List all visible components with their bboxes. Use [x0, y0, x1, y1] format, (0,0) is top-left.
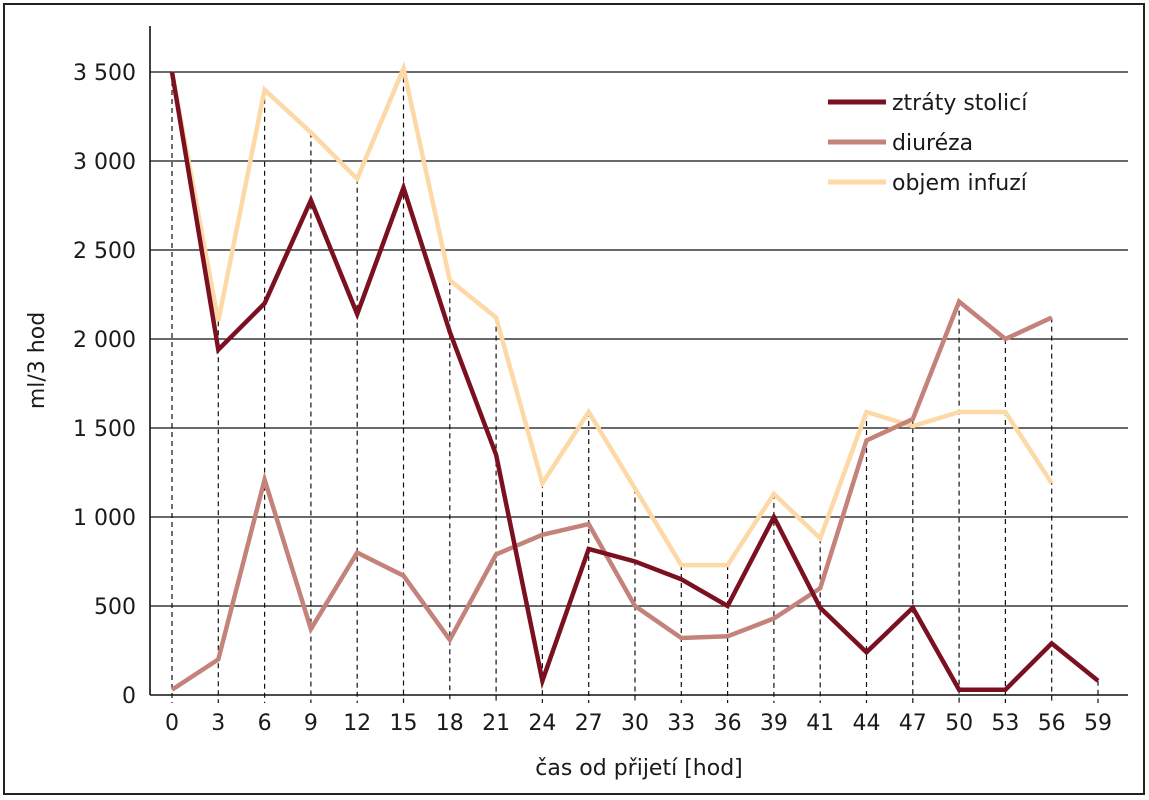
chart-frame: [3, 3, 1145, 795]
y-tick-label-0: 0: [122, 684, 136, 709]
y-tick-label-3: 1 500: [73, 417, 136, 442]
x-tick-label-3: 3: [211, 711, 225, 736]
x-tick-label-41: 41: [806, 711, 834, 736]
x-tick-label-27: 27: [575, 711, 603, 736]
series-line-2: [170, 297, 1053, 692]
x-tick-label-18: 18: [436, 711, 464, 736]
drop-lines: [171, 68, 1099, 703]
x-tick-label-59: 59: [1084, 711, 1112, 736]
x-tick-label-21: 21: [482, 711, 510, 736]
series-lines: [169, 60, 1100, 692]
legend-label-2: diuréza: [892, 131, 973, 156]
y-tick-label-7: 3 500: [73, 61, 136, 86]
y-axis-title: ml/3 hod: [25, 312, 50, 409]
x-tick-label-47: 47: [899, 711, 927, 736]
x-tick-label-30: 30: [621, 711, 649, 736]
x-tick-label-6: 6: [258, 711, 272, 736]
x-tick-labels: 0 3 6 9 12 15 18 21 24 27 30 33 36 39 41 44 47 50 53 56 59: [165, 711, 1112, 736]
y-tick-labels: 0 500 1 000 1 500 2 000 2 500 3 000 3 500: [73, 61, 136, 709]
x-tick-label-9: 9: [304, 711, 318, 736]
x-tick-label-50: 50: [945, 711, 973, 736]
x-tick-label-12: 12: [343, 711, 371, 736]
y-tick-label-5: 2 500: [73, 239, 136, 264]
y-tick-label-2: 1 000: [73, 506, 136, 531]
axes: [149, 26, 1128, 696]
gridlines: [150, 71, 1128, 607]
x-tick-label-36: 36: [714, 711, 742, 736]
y-tick-label-1: 500: [94, 595, 136, 620]
x-tick-label-24: 24: [528, 711, 556, 736]
x-axis-title: čas od přijetí [hod]: [535, 756, 743, 781]
y-tick-label-6: 3 000: [73, 150, 136, 175]
x-tick-label-0: 0: [165, 711, 179, 736]
legend-label-1: ztráty stolicí: [892, 91, 1028, 116]
legend-label-3: objem infuzí: [892, 171, 1028, 196]
x-tick-label-33: 33: [667, 711, 695, 736]
x-tick-label-53: 53: [991, 711, 1019, 736]
x-tick-label-56: 56: [1038, 711, 1066, 736]
legend: ztráty stolicí diuréza objem infuzí: [828, 91, 1028, 196]
x-tick-label-15: 15: [390, 711, 418, 736]
y-tick-label-4: 2 000: [73, 328, 136, 353]
x-tick-label-39: 39: [760, 711, 788, 736]
series-line-1: [169, 71, 1100, 692]
x-tick-label-44: 44: [853, 711, 881, 736]
